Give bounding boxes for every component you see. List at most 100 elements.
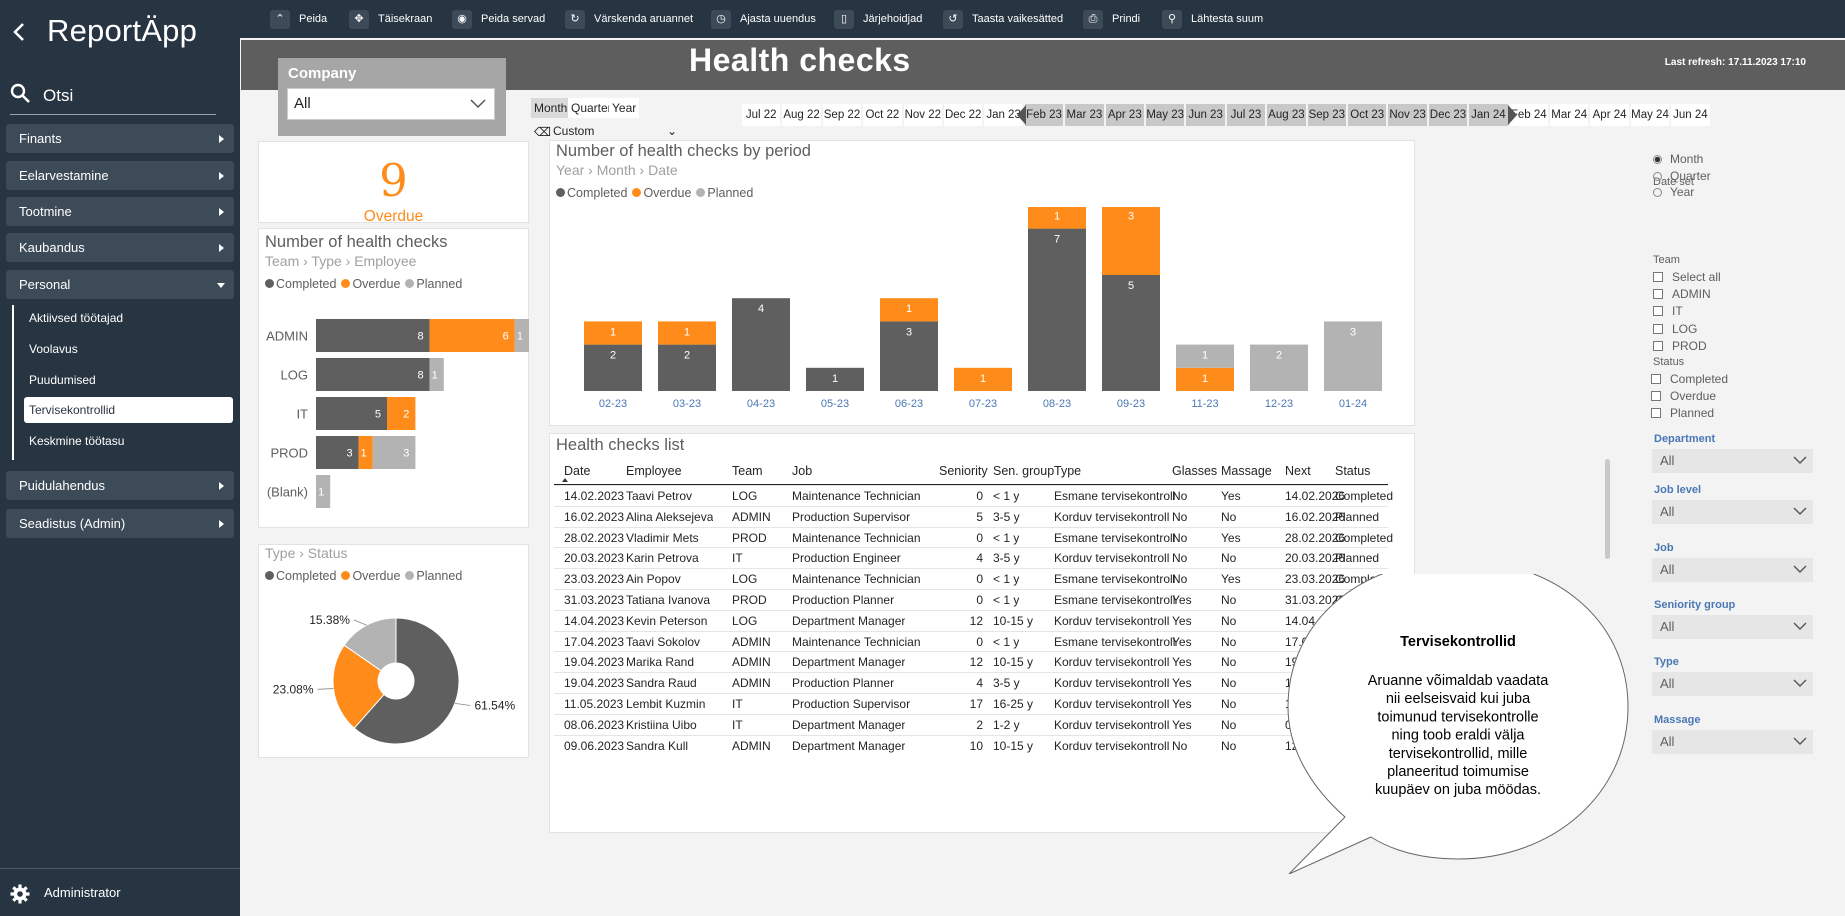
bar-segment[interactable] [514,319,529,352]
column-header[interactable]: Employee [626,464,682,478]
menu-puidulahendus[interactable]: Puidulahendus [6,471,234,500]
column-segment[interactable] [732,298,790,391]
column-segment[interactable] [1028,207,1086,229]
period-quarter-button[interactable]: Quarter [568,98,615,118]
column-segment[interactable] [1250,344,1308,391]
period-bar-chart[interactable]: 2 1 02-23 2 1 03-23 4 04-23 1 05-23 3 1 06-23 1 07-23 7… [550,207,1416,425]
pie-slice[interactable] [343,617,397,672]
timeline-month[interactable]: Feb 24 [1509,104,1548,126]
timeline-month[interactable]: Oct 22 [863,104,902,126]
status-option[interactable]: Planned [1651,405,1714,421]
timeline-month[interactable]: Mar 23 [1065,104,1104,126]
column-segment[interactable] [658,344,716,391]
column-segment[interactable] [880,298,938,322]
table-row[interactable]: 31.03.2023 Tatiana Ivanova PROD Production … [554,589,1393,610]
table-row[interactable]: 11.05.2023 Lembit Kuzmin IT Production Supe… [554,693,1393,714]
column-segment[interactable] [806,367,864,391]
timeline-start-handle[interactable] [1016,105,1026,125]
bar-segment[interactable] [358,436,373,469]
timeline-month[interactable]: Jul 22 [742,104,781,126]
bar-segment[interactable] [429,358,444,391]
submenu-tervisekontrollid[interactable]: Tervisekontrollid [24,397,233,423]
timeline-month[interactable]: May 23 [1146,104,1185,126]
table-row[interactable]: 16.02.2023 Alina Aleksejeva ADMIN Productio… [554,505,1388,527]
submenu-puudumised[interactable]: Puudumised [29,373,96,387]
column-segment[interactable] [1176,344,1234,368]
timeline-month[interactable]: Dec 22 [944,104,983,126]
bar-segment[interactable] [316,397,387,430]
submenu-aktiivsed-tootajad[interactable]: Aktiivsed töötajad [29,311,124,325]
timeline-end-handle[interactable] [1507,105,1517,125]
timeline-month[interactable]: Jun 24 [1671,104,1710,126]
team-option[interactable]: PROD [1653,338,1707,354]
timeline-month[interactable]: Jan 23 [984,104,1023,126]
filter-dropdown[interactable]: All [1652,500,1813,524]
filter-dropdown[interactable]: All [1652,672,1813,696]
search-input[interactable]: Otsi [10,83,216,115]
table-row[interactable]: 23.03.2023 Ain Popov LOG Maintenance Techni… [554,568,1393,589]
submenu-keskmine-tootasu[interactable]: Keskmine töötasu [29,434,125,448]
column-segment[interactable] [584,321,642,345]
timeline-month[interactable]: Feb 23 [1024,104,1064,126]
bar-segment[interactable] [316,358,430,391]
pie-slice[interactable] [353,617,460,745]
column-header[interactable]: Job [792,464,813,478]
period-year-button[interactable]: Year [609,98,640,118]
date-set-option[interactable]: Year [1653,184,1694,200]
back-arrow-icon[interactable] [10,20,30,44]
column-header[interactable]: Date [564,464,591,478]
filter-dropdown[interactable]: All [1652,615,1813,639]
filter-dropdown[interactable]: All [1652,730,1813,754]
pie-slice[interactable] [332,644,385,729]
column-segment[interactable] [880,321,938,391]
sort-ascending-icon[interactable] [562,478,568,482]
team-option[interactable]: ADMIN [1653,286,1711,302]
status-option[interactable]: Completed [1651,371,1728,387]
bar-segment[interactable] [429,319,515,352]
menu-seadistus[interactable]: Seadistus (Admin) [6,509,234,538]
column-header[interactable]: Next [1285,464,1311,478]
timeline-month[interactable]: Dec 23 [1428,104,1468,126]
table-row[interactable]: 14.04.2023 Kevin Peterson LOG Department Ma… [554,609,1393,631]
donut-chart[interactable]: 61.54% 23.08% 15.38% [259,589,530,757]
column-header[interactable]: Massage [1221,464,1272,478]
table-row[interactable]: 17.04.2023 Taavi Sokolov ADMIN Maintenance … [554,630,1393,652]
bar-segment[interactable] [316,436,359,469]
timeline-month[interactable]: Apr 24 [1590,104,1629,126]
column-segment[interactable] [954,367,1012,391]
column-segment[interactable] [1324,321,1382,391]
filter-dropdown[interactable]: All [1652,558,1813,582]
timeline-month[interactable]: May 24 [1630,104,1670,126]
timeline-month[interactable]: Jun 23 [1186,104,1225,126]
menu-tootmine[interactable]: Tootmine [6,197,234,226]
bar-segment[interactable] [316,475,331,508]
column-segment[interactable] [1176,367,1234,391]
table-row[interactable]: 14.02.2023 Taavi Petrov LOG Maintenance Tec… [554,485,1393,506]
company-dropdown[interactable]: All [287,88,495,120]
submenu-voolavus[interactable]: Voolavus [29,342,78,356]
date-set-option[interactable]: Month [1653,151,1703,167]
table-row[interactable]: 20.03.2023 Karin Petrova IT Production Engi… [554,547,1388,568]
menu-finants[interactable]: Finants [6,124,234,153]
date-set-option[interactable]: Quarter [1653,168,1711,184]
timeline-month[interactable]: Mar 24 [1550,104,1589,126]
column-segment[interactable] [1102,275,1160,391]
column-header[interactable]: Team [732,464,763,478]
table-row[interactable]: 19.04.2023 Marika Rand ADMIN Department Man… [554,651,1393,672]
bar-segment[interactable] [387,397,416,430]
table-row[interactable]: 19.04.2023 Sandra Raud ADMIN Production Pla… [554,672,1393,693]
menu-kaubandus[interactable]: Kaubandus [6,233,234,262]
column-segment[interactable] [1028,228,1086,391]
custom-range-dropdown[interactable]: ⌫ Custom ⌄ [532,122,677,140]
table-row[interactable]: 09.06.2023 Sandra Kull ADMIN Department Man… [554,734,1388,756]
column-header[interactable]: Seniority [939,464,988,478]
column-header[interactable]: Sen. group [993,464,1055,478]
column-header[interactable]: Glasses [1172,464,1218,478]
status-option[interactable]: Overdue [1651,388,1716,404]
column-segment[interactable] [658,321,716,345]
table-row[interactable]: 28.02.2023 Vladimir Mets PROD Maintenance T… [554,526,1393,548]
column-segment[interactable] [1102,207,1160,275]
timeline-month[interactable]: Nov 22 [903,104,942,126]
menu-eelarvestamine[interactable]: Eelarvestamine [6,161,234,190]
